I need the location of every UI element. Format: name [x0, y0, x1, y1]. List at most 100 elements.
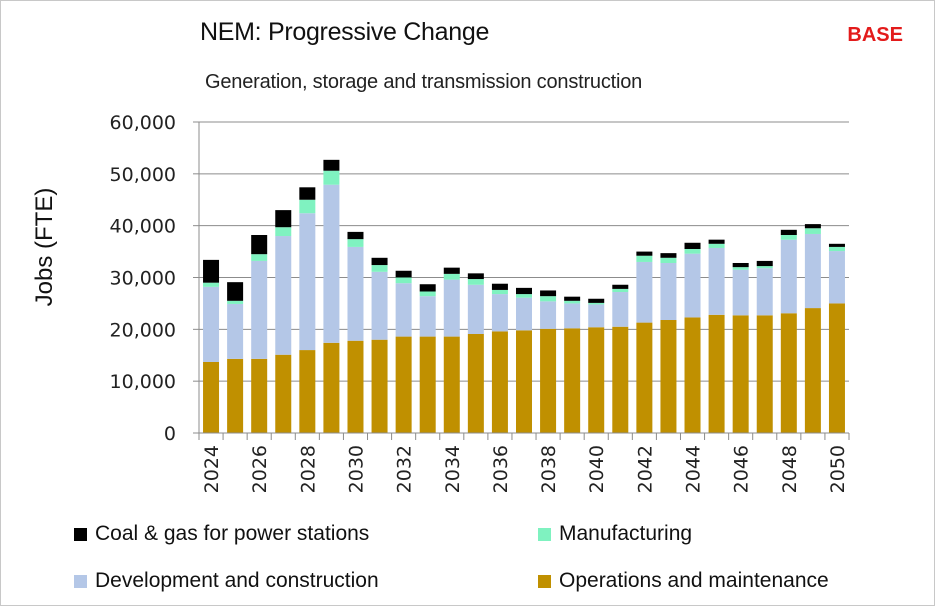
bar-manufacturing	[756, 266, 773, 269]
bar-operations-and-maintenance	[708, 314, 725, 433]
bar-manufacturing	[227, 300, 244, 304]
bar-coal-gas-for-power-stations	[684, 242, 701, 249]
bar-manufacturing	[828, 246, 845, 252]
bar-development-and-construction	[708, 247, 725, 315]
x-tick-labels: 2024 2026 2028 2030 2032 2034 2036 2038 2040 2042…	[201, 445, 849, 493]
y-tick-label: 50,000	[110, 164, 176, 186]
y-tick-label: 60,000	[110, 112, 176, 134]
bar-operations-and-maintenance	[660, 320, 677, 433]
chart-subtitle: Generation, storage and transmission con…	[205, 71, 643, 93]
bar-manufacturing	[347, 239, 364, 247]
bar-coal-gas-for-power-stations	[732, 262, 749, 268]
bar-development-and-construction	[756, 268, 773, 316]
bar-coal-gas-for-power-stations	[443, 267, 460, 274]
bar-development-and-construction	[371, 271, 388, 340]
bar-manufacturing	[443, 273, 460, 280]
scenario-badge: BASE	[847, 24, 903, 46]
legend-label: Development and construction	[95, 569, 379, 592]
bar-manufacturing	[780, 234, 797, 240]
bar-coal-gas-for-power-stations	[299, 187, 316, 200]
bar-development-and-construction	[467, 284, 484, 334]
bar-operations-and-maintenance	[732, 315, 749, 433]
bar-development-and-construction	[299, 213, 316, 351]
bar-coal-gas-for-power-stations	[756, 260, 773, 267]
x-tick-label: 2034	[442, 445, 464, 493]
x-tick-label: 2040	[586, 445, 608, 493]
bar-operations-and-maintenance	[299, 350, 316, 433]
bar-operations-and-maintenance	[780, 313, 797, 433]
bar-manufacturing	[251, 254, 268, 261]
bar-operations-and-maintenance	[443, 336, 460, 433]
y-tick-label: 40,000	[110, 216, 176, 238]
x-tick-label: 2030	[345, 445, 367, 493]
bar-manufacturing	[491, 289, 508, 295]
bar-development-and-construction	[684, 253, 701, 318]
bar-development-and-construction	[203, 286, 220, 362]
bar-manufacturing	[275, 227, 292, 237]
bar-manufacturing	[467, 279, 484, 285]
x-tick-label: 2024	[201, 445, 223, 493]
x-tick-label: 2028	[297, 445, 319, 493]
bar-manufacturing	[371, 265, 388, 272]
bar-coal-gas-for-power-stations	[804, 224, 821, 229]
bar-manufacturing	[708, 243, 725, 248]
bar-operations-and-maintenance	[612, 326, 629, 433]
bar-development-and-construction	[540, 301, 557, 329]
bar-operations-and-maintenance	[203, 361, 220, 433]
bar-coal-gas-for-power-stations	[467, 273, 484, 280]
bar-manufacturing	[660, 257, 677, 263]
bar-development-and-construction	[491, 294, 508, 332]
bar-operations-and-maintenance	[540, 328, 557, 433]
axes	[193, 121, 850, 440]
x-tick-label: 2036	[490, 445, 512, 493]
bar-development-and-construction	[660, 262, 677, 321]
y-tick-label: 20,000	[110, 319, 176, 341]
bar-coal-gas-for-power-stations	[540, 290, 557, 297]
bar-development-and-construction	[516, 297, 532, 331]
bar-operations-and-maintenance	[564, 328, 581, 433]
bar-coal-gas-for-power-stations	[588, 298, 605, 303]
legend-label: Manufacturing	[559, 522, 693, 545]
bar-operations-and-maintenance	[684, 317, 701, 433]
bar-coal-gas-for-power-stations	[564, 296, 581, 301]
bar-coal-gas-for-power-stations	[612, 284, 629, 289]
bar-manufacturing	[732, 267, 749, 270]
bar-development-and-construction	[612, 292, 629, 327]
bar-manufacturing	[299, 199, 316, 214]
bar-development-and-construction	[419, 296, 436, 337]
bar-coal-gas-for-power-stations	[275, 210, 292, 228]
legend-item-coal-gas: Coal & gas for power stations	[74, 522, 369, 546]
bar-coal-gas-for-power-stations	[780, 229, 797, 235]
bar-operations-and-maintenance	[491, 331, 508, 433]
legend-swatch-manufacturing	[538, 527, 551, 541]
y-tick-label: 0	[164, 423, 176, 445]
x-tick-label: 2026	[249, 445, 271, 493]
bar-operations-and-maintenance	[804, 308, 821, 433]
bar-manufacturing	[564, 300, 581, 304]
bar-operations-and-maintenance	[323, 342, 340, 433]
bar-development-and-construction	[323, 184, 340, 343]
legend-label: Coal & gas for power stations	[95, 522, 370, 545]
bar-coal-gas-for-power-stations	[395, 270, 412, 278]
bar-coal-gas-for-power-stations	[491, 283, 508, 290]
x-tick-label: 2046	[731, 445, 753, 493]
bar-development-and-construction	[564, 303, 581, 329]
legend-swatch-operations	[538, 574, 551, 588]
bar-operations-and-maintenance	[395, 336, 412, 433]
bar-development-and-construction	[804, 233, 821, 309]
bar-operations-and-maintenance	[516, 330, 532, 433]
x-tick-label: 2050	[827, 445, 849, 493]
bar-operations-and-maintenance	[756, 315, 773, 433]
bar-development-and-construction	[251, 260, 268, 359]
bar-development-and-construction	[780, 239, 797, 314]
y-axis-label: Jobs (FTE)	[31, 188, 58, 307]
bar-manufacturing	[203, 282, 220, 287]
bars	[203, 159, 845, 433]
chart-title: NEM: Progressive Change	[200, 18, 490, 46]
bar-development-and-construction	[227, 303, 244, 359]
bar-manufacturing	[636, 255, 653, 262]
bar-manufacturing	[804, 228, 821, 234]
bar-operations-and-maintenance	[419, 336, 436, 433]
legend-swatch-development	[74, 574, 87, 588]
x-tick-label: 2032	[394, 445, 416, 493]
